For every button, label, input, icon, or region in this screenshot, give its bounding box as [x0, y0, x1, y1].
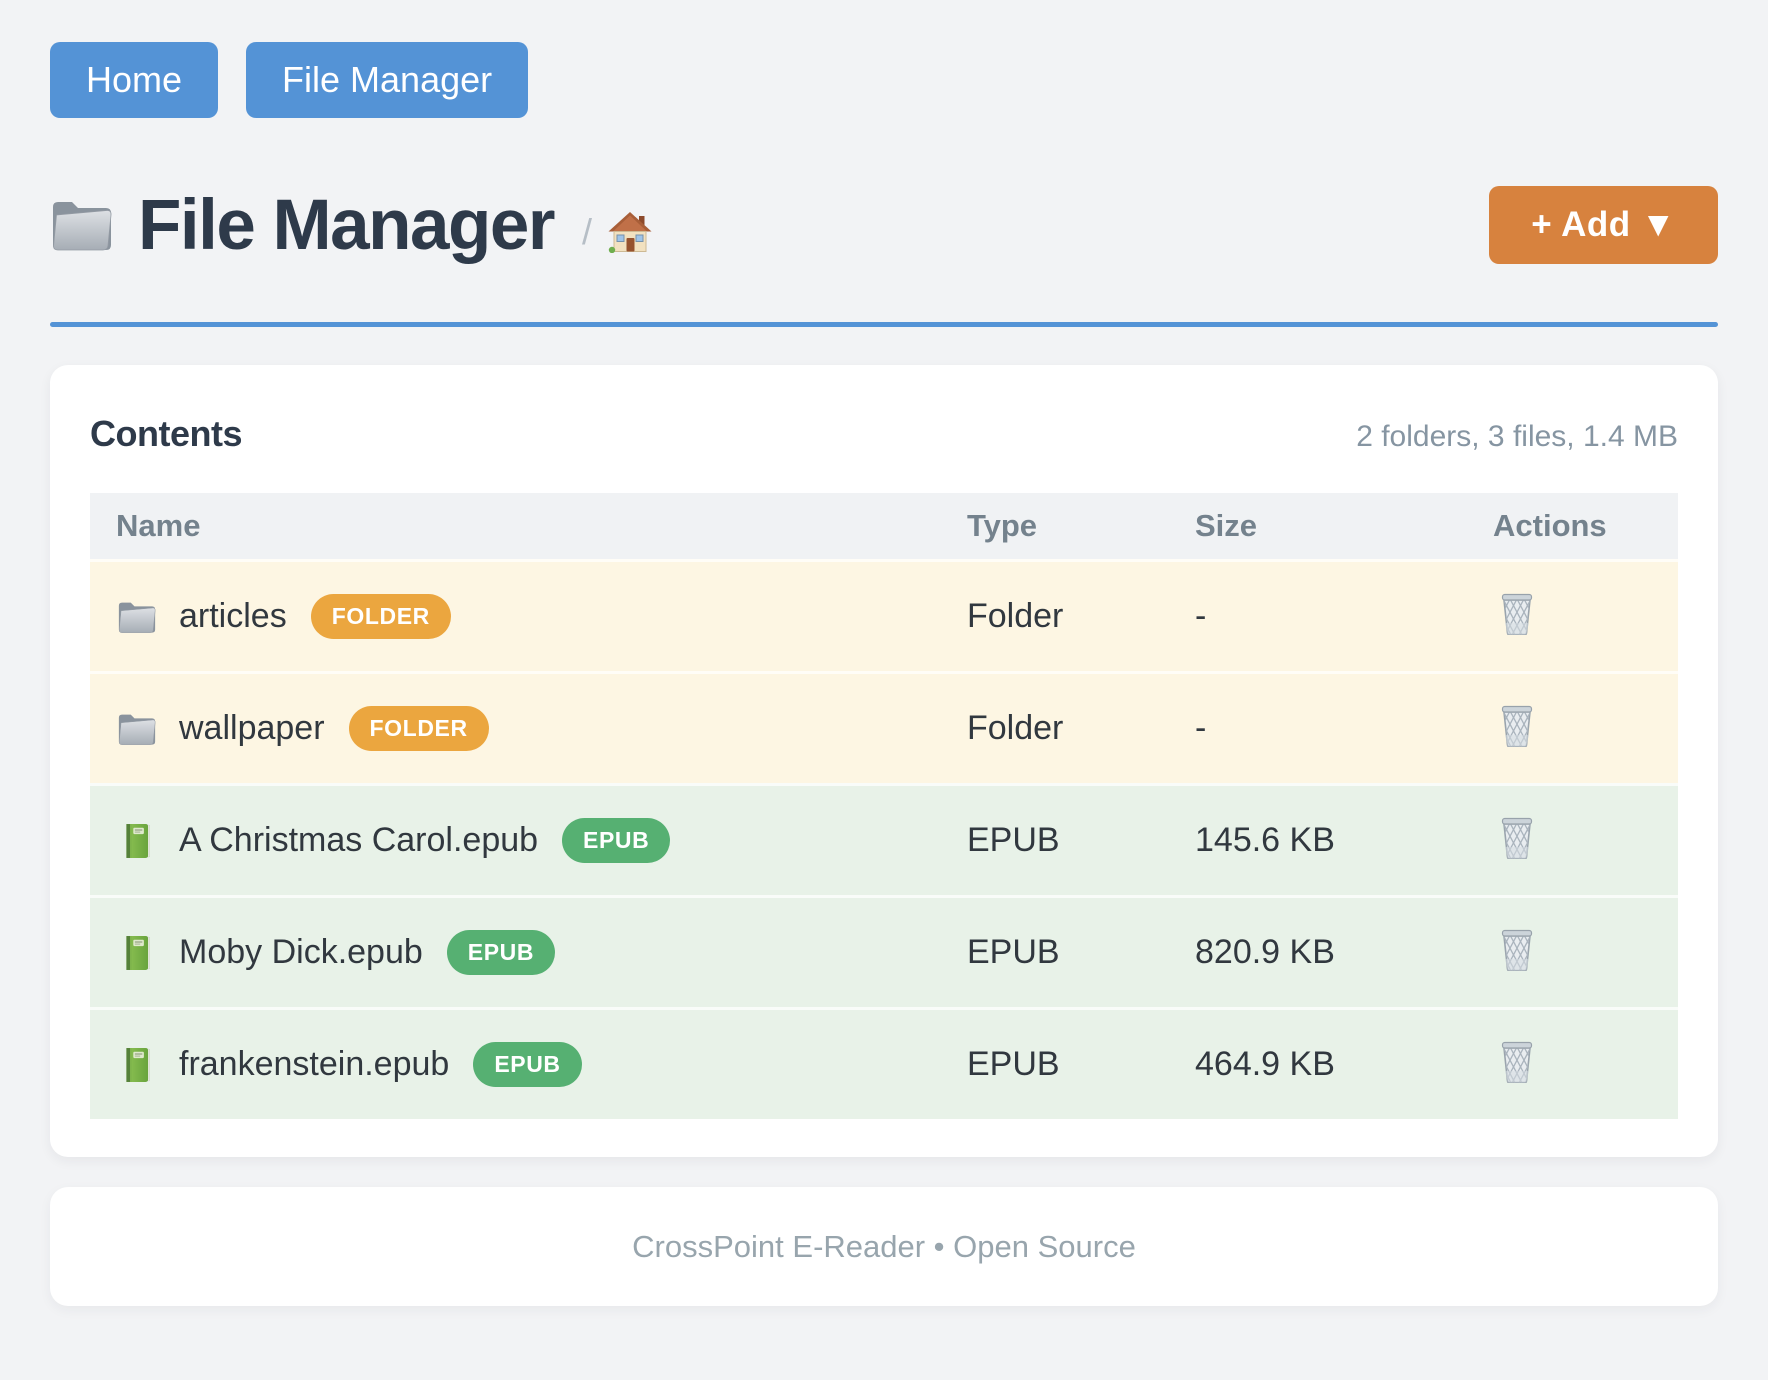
actions-cell [1493, 701, 1678, 756]
book-icon [117, 935, 157, 971]
column-header-size: Size [1195, 508, 1258, 543]
contents-heading: Contents [90, 413, 243, 454]
trash-icon [1499, 705, 1535, 747]
column-header-name: Name [116, 508, 201, 543]
footer-text: CrossPoint E-Reader • Open Source [632, 1228, 1136, 1264]
delete-button[interactable] [1493, 1037, 1541, 1087]
add-button-label: + Add ▼ [1531, 205, 1676, 244]
actions-cell [1493, 813, 1678, 868]
type-badge: FOLDER [348, 706, 489, 751]
file-name[interactable]: Moby Dick.epub [179, 933, 423, 971]
top-nav: Home File Manager [50, 42, 1718, 118]
name-cell: A Christmas Carol.epub EPUB [90, 818, 967, 863]
name-cell: wallpaper FOLDER [90, 706, 967, 751]
page-title: File Manager [138, 185, 556, 265]
title-group: File Manager / [50, 185, 652, 266]
contents-card-header: Contents 2 folders, 3 files, 1.4 MB [90, 413, 1678, 455]
folder-icon [117, 711, 157, 747]
file-name[interactable]: wallpaper [179, 709, 325, 747]
file-name[interactable]: frankenstein.epub [179, 1045, 450, 1083]
delete-button[interactable] [1493, 701, 1541, 751]
trash-icon [1499, 929, 1535, 971]
breadcrumb: / [582, 197, 652, 253]
trash-icon [1499, 593, 1535, 635]
type-badge: EPUB [562, 818, 671, 863]
type-cell: EPUB [967, 933, 1060, 971]
files-table: Name Type Size Actions articles FOLDER F… [90, 493, 1678, 1119]
name-cell: Moby Dick.epub EPUB [90, 930, 967, 975]
type-badge: EPUB [446, 930, 556, 975]
type-cell: Folder [967, 709, 1064, 747]
type-cell: Folder [967, 597, 1064, 635]
name-cell: frankenstein.epub EPUB [90, 1042, 967, 1087]
table-row[interactable]: A Christmas Carol.epub EPUB EPUB 145.6 K… [90, 783, 1678, 895]
size-cell: - [1195, 597, 1207, 635]
table-row[interactable]: wallpaper FOLDER Folder - [90, 671, 1678, 783]
folder-icon [117, 599, 157, 635]
type-cell: EPUB [967, 821, 1060, 859]
trash-icon [1499, 1041, 1535, 1083]
size-cell: 820.9 KB [1195, 933, 1335, 971]
column-header-actions: Actions [1493, 508, 1607, 543]
type-badge: EPUB [473, 1042, 582, 1087]
file-name[interactable]: A Christmas Carol.epub [179, 821, 539, 859]
book-icon [117, 1047, 157, 1083]
actions-cell [1493, 589, 1678, 644]
accent-divider [50, 322, 1718, 327]
book-icon [117, 823, 157, 859]
table-body: articles FOLDER Folder - wallpaper FOLDE… [90, 559, 1678, 1119]
table-header-row: Name Type Size Actions [90, 493, 1678, 559]
column-header-type: Type [967, 508, 1038, 543]
table-row[interactable]: frankenstein.epub EPUB EPUB 464.9 KB [90, 1007, 1678, 1119]
add-button[interactable]: + Add ▼ [1489, 186, 1718, 264]
table-row[interactable]: articles FOLDER Folder - [90, 559, 1678, 671]
contents-card: Contents 2 folders, 3 files, 1.4 MB Name… [50, 365, 1718, 1157]
house-icon[interactable] [608, 211, 652, 253]
delete-button[interactable] [1493, 925, 1541, 975]
contents-summary: 2 folders, 3 files, 1.4 MB [1356, 420, 1678, 453]
size-cell: 464.9 KB [1195, 1045, 1335, 1083]
size-cell: 145.6 KB [1195, 821, 1335, 859]
size-cell: - [1195, 709, 1207, 747]
name-cell: articles FOLDER [90, 594, 967, 639]
delete-button[interactable] [1493, 589, 1541, 639]
trash-icon [1499, 817, 1535, 859]
actions-cell [1493, 1037, 1678, 1092]
nav-file-manager-button[interactable]: File Manager [246, 42, 529, 118]
footer-card: CrossPoint E-Reader • Open Source [50, 1187, 1718, 1306]
file-manager-page: Home File Manager File Manager / + Add ▼… [50, 42, 1718, 1306]
type-badge: FOLDER [310, 594, 451, 639]
file-name[interactable]: articles [179, 597, 287, 635]
nav-home-button[interactable]: Home [50, 42, 219, 118]
type-cell: EPUB [967, 1045, 1060, 1083]
open-folder-icon [50, 198, 114, 252]
table-row[interactable]: Moby Dick.epub EPUB EPUB 820.9 KB [90, 895, 1678, 1007]
delete-button[interactable] [1493, 813, 1541, 863]
actions-cell [1493, 925, 1678, 980]
breadcrumb-separator: / [582, 211, 593, 252]
page-header: File Manager / + Add ▼ [50, 184, 1718, 266]
